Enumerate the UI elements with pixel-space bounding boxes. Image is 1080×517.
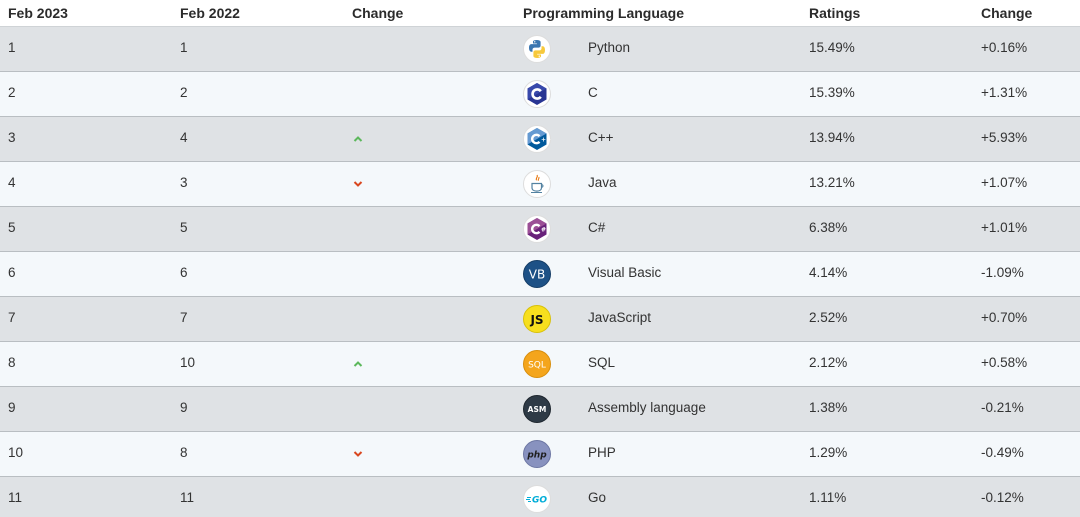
- visual-basic-icon: VB: [523, 260, 551, 288]
- table-row: 6 6 VB Visual Basic 4.14% -1.09%: [0, 252, 1080, 297]
- table-row: 5 5 # C# 6.38% +1.01%: [0, 207, 1080, 252]
- rank-2023: 5: [8, 220, 16, 235]
- rating-value: 1.11%: [809, 490, 847, 505]
- sql-icon: SQL: [523, 350, 551, 378]
- header-feb-2022[interactable]: Feb 2022: [180, 5, 240, 21]
- rating-change: +5.93%: [981, 130, 1028, 145]
- rank-2023: 8: [8, 355, 16, 370]
- table-row: 10 8 php PHP 1.29% -0.49%: [0, 432, 1080, 477]
- table-row: 1 1 Python 15.49% +0.16%: [0, 27, 1080, 72]
- rating-value: 13.21%: [809, 175, 855, 190]
- language-name: C#: [588, 220, 606, 235]
- rating-change: -0.12%: [981, 490, 1024, 505]
- rating-change: +0.16%: [981, 40, 1028, 55]
- rating-value: 4.14%: [809, 265, 848, 280]
- trend-down-icon: [352, 447, 364, 459]
- trend-up-icon: [352, 357, 364, 369]
- rank-2023: 4: [8, 175, 16, 190]
- language-name: Java: [588, 175, 617, 190]
- table-body: 1 1 Python 15.49% +0.16% 2 2 C 15.39% +1.31% 3 4 ++ C…: [0, 27, 1080, 517]
- header-rating-change[interactable]: Change: [981, 5, 1033, 21]
- rank-2022: 11: [180, 490, 195, 505]
- rank-2022: 5: [180, 220, 188, 235]
- rating-change: -0.21%: [981, 400, 1024, 415]
- rank-2022: 6: [180, 265, 188, 280]
- header-change[interactable]: Change: [352, 5, 404, 21]
- rating-change: +1.07%: [981, 175, 1028, 190]
- rank-2023: 10: [8, 445, 24, 460]
- rank-2022: 10: [180, 355, 196, 370]
- rank-2023: 3: [8, 130, 16, 145]
- table-row: 3 4 ++ C++ 13.94% +5.93%: [0, 117, 1080, 162]
- table-row: 4 3 Java 13.21% +1.07%: [0, 162, 1080, 207]
- language-name: JavaScript: [588, 310, 652, 325]
- language-name: Assembly language: [588, 400, 706, 415]
- rank-2022: 4: [180, 130, 188, 145]
- svg-text:php: php: [526, 451, 547, 461]
- rating-value: 2.12%: [809, 355, 848, 370]
- rank-2022: 2: [180, 85, 188, 100]
- rating-value: 1.29%: [809, 445, 848, 460]
- rating-change: +0.70%: [981, 310, 1028, 325]
- language-name: Visual Basic: [588, 265, 662, 280]
- language-name: SQL: [588, 355, 616, 370]
- header-programming-language[interactable]: Programming Language: [523, 5, 685, 21]
- rank-2022: 9: [180, 400, 188, 415]
- svg-text:VB: VB: [529, 268, 545, 282]
- rating-change: +1.31%: [981, 85, 1028, 100]
- rank-2023: 9: [8, 400, 16, 415]
- rating-value: 13.94%: [809, 130, 855, 145]
- table-row: 7 7 JS JavaScript 2.52% +0.70%: [0, 297, 1080, 342]
- svg-text:GO: GO: [532, 496, 547, 506]
- svg-text:SQL: SQL: [528, 361, 546, 371]
- rating-value: 15.49%: [809, 40, 855, 55]
- rating-change: -0.49%: [981, 445, 1024, 460]
- table-row: 9 9 ASM Assembly language 1.38% -0.21%: [0, 387, 1080, 432]
- table-row: 2 2 C 15.39% +1.31%: [0, 72, 1080, 117]
- rank-2022: 3: [180, 175, 188, 190]
- java-icon: [523, 170, 551, 198]
- table-header: Feb 2023 Feb 2022 Change Programming Lan…: [0, 0, 1080, 27]
- language-name: C: [588, 85, 598, 100]
- csharp-icon: #: [523, 215, 551, 243]
- header-ratings[interactable]: Ratings: [809, 5, 861, 21]
- rating-value: 1.38%: [809, 400, 848, 415]
- python-icon: [523, 35, 551, 63]
- header-feb-2023[interactable]: Feb 2023: [8, 5, 68, 21]
- rank-2023: 11: [8, 490, 23, 505]
- language-name: Go: [588, 490, 607, 505]
- trend-down-icon: [352, 177, 364, 189]
- rank-2023: 6: [8, 265, 16, 280]
- rank-2023: 1: [8, 40, 16, 55]
- svg-text:ASM: ASM: [528, 405, 547, 414]
- trend-up-icon: [352, 132, 364, 144]
- rating-value: 6.38%: [809, 220, 848, 235]
- javascript-icon: JS: [523, 305, 551, 333]
- rating-change: +1.01%: [981, 220, 1028, 235]
- table-row: 11 11 GO Go 1.11% -0.12%: [0, 477, 1080, 517]
- php-icon: php: [523, 440, 551, 468]
- language-name: C++: [588, 130, 614, 145]
- language-name: PHP: [588, 445, 616, 460]
- assembly-icon: ASM: [523, 395, 551, 423]
- rank-2022: 1: [180, 40, 188, 55]
- svg-text:++: ++: [541, 136, 551, 143]
- rating-value: 2.52%: [809, 310, 848, 325]
- rating-change: -1.09%: [981, 265, 1024, 280]
- c-icon: [523, 80, 551, 108]
- cpp-icon: ++: [523, 125, 551, 153]
- svg-text:JS: JS: [529, 313, 543, 327]
- go-icon: GO: [523, 485, 551, 513]
- language-name: Python: [588, 40, 631, 55]
- rank-2023: 2: [8, 85, 16, 100]
- rating-value: 15.39%: [809, 85, 855, 100]
- rank-2022: 7: [180, 310, 188, 325]
- svg-text:#: #: [541, 226, 546, 233]
- table-row: 8 10 SQL SQL 2.12% +0.58%: [0, 342, 1080, 387]
- rating-change: +0.58%: [981, 355, 1028, 370]
- rank-2022: 8: [180, 445, 188, 460]
- rank-2023: 7: [8, 310, 16, 325]
